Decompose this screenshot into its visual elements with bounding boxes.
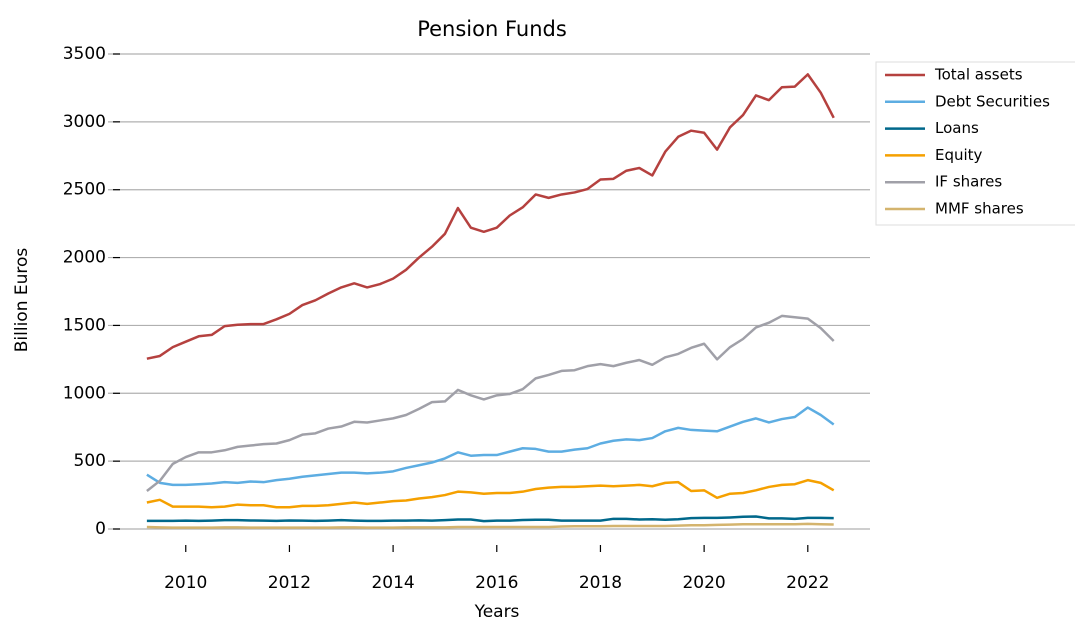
y-tick-label: 2500: [63, 180, 106, 200]
y-tick-label: 2000: [63, 248, 106, 268]
line-series: [146, 73, 835, 360]
legend-label: MMF shares: [935, 200, 1024, 218]
line-series: [146, 314, 835, 492]
y-tick-label: 0: [95, 519, 106, 539]
y-tick-label: 500: [74, 451, 106, 471]
legend-label: Debt Securities: [935, 92, 1050, 110]
x-tick-label: 2022: [786, 573, 829, 593]
x-tick-label: 2014: [371, 573, 414, 593]
line-series: [146, 406, 835, 487]
line-series: [146, 478, 835, 509]
x-axis-label: Years: [474, 602, 520, 622]
legend-label: Total assets: [934, 66, 1023, 84]
y-tick-label: 1500: [63, 315, 106, 335]
x-tick-label: 2012: [268, 573, 311, 593]
line-series: [146, 522, 834, 529]
legend-box: [875, 61, 1075, 226]
legend-label: IF shares: [935, 173, 1002, 191]
y-axis-label: Billion Euros: [12, 248, 32, 353]
y-tick-label: 3500: [63, 44, 106, 64]
chart-title: Pension Funds: [417, 17, 567, 41]
x-tick-label: 2018: [579, 573, 622, 593]
legend-label: Loans: [935, 119, 979, 137]
x-tick-label: 2016: [475, 573, 518, 593]
x-tick-label: 2020: [682, 573, 725, 593]
y-tick-label: 3000: [63, 112, 106, 132]
y-tick-label: 1000: [63, 383, 106, 403]
x-tick-label: 2010: [164, 573, 207, 593]
line-series: [146, 515, 834, 523]
legend-label: Equity: [935, 146, 983, 164]
